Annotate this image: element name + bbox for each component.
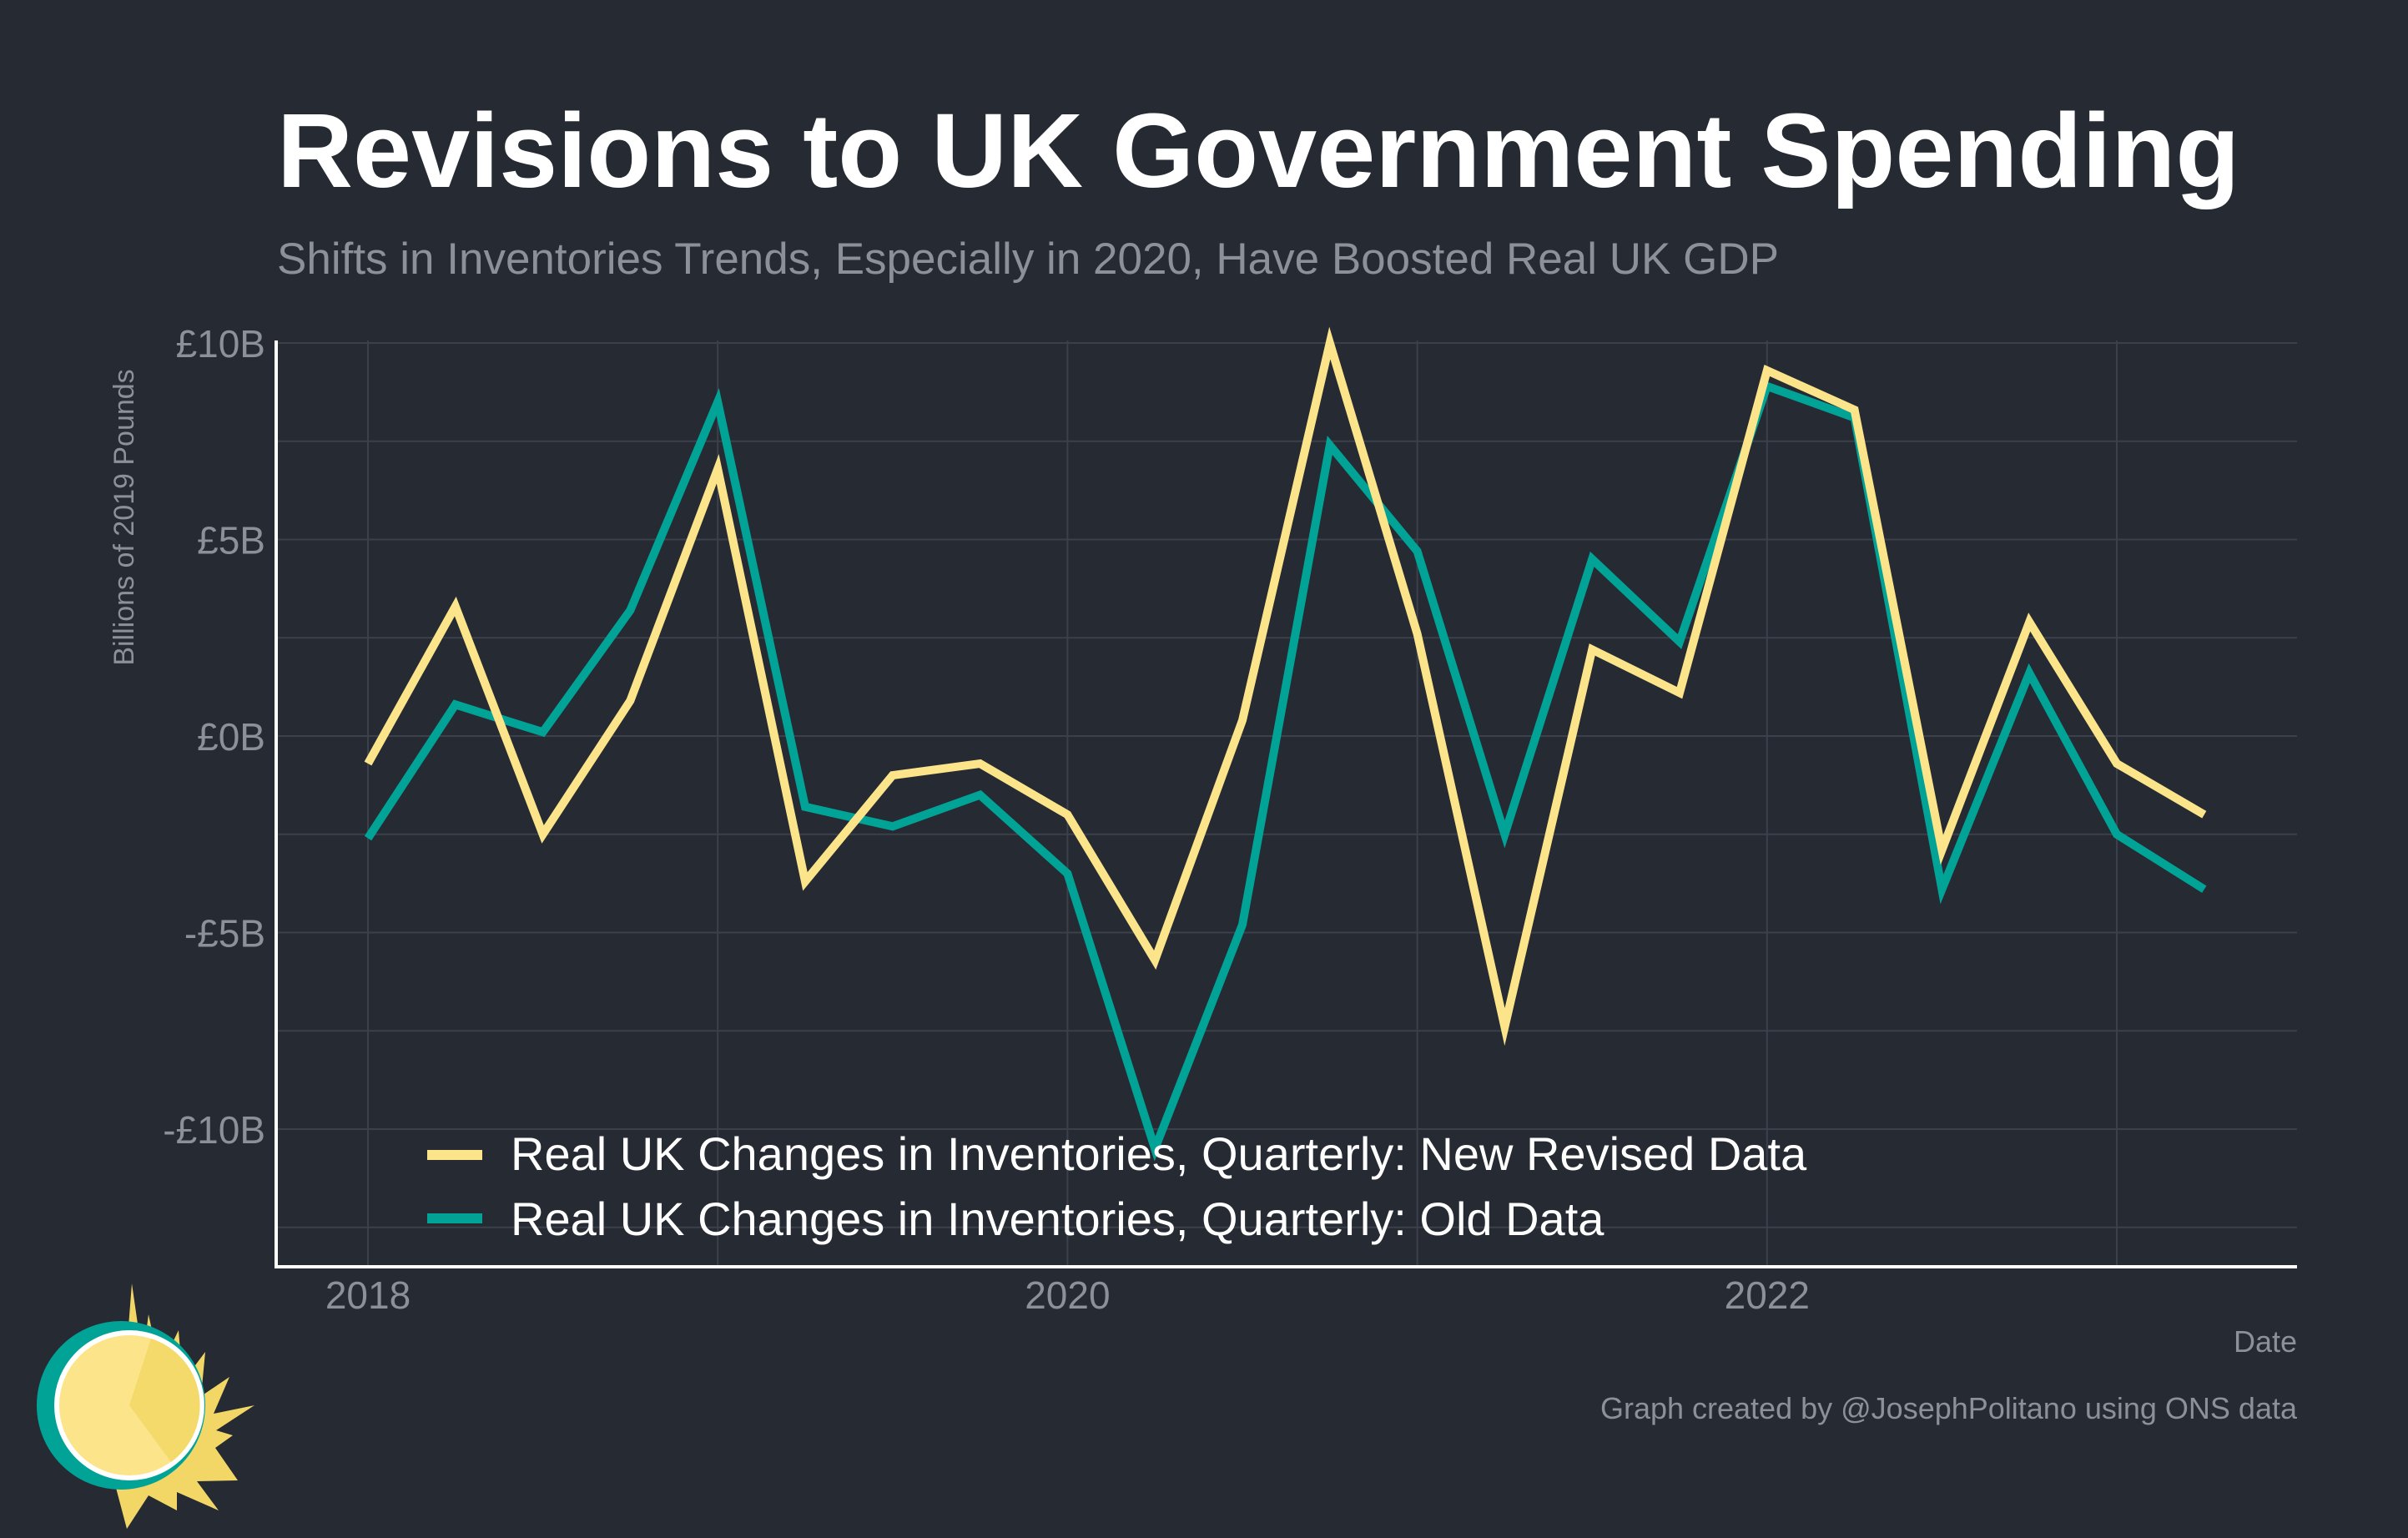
y-tick-labels: £10B £5B £0B -£5B -£10B bbox=[163, 322, 265, 1152]
x-tick-label: 2020 bbox=[1025, 1273, 1110, 1317]
y-tick-label: £0B bbox=[197, 715, 265, 759]
y-tick-label: £5B bbox=[197, 519, 265, 562]
series-line-new-revised bbox=[364, 326, 2207, 1046]
x-tick-label: 2022 bbox=[1725, 1273, 1810, 1317]
axes bbox=[275, 340, 2297, 1268]
sun-logo bbox=[37, 1283, 254, 1529]
legend-label-new: Real UK Changes in Inventories, Quarterl… bbox=[511, 1127, 1807, 1180]
credit-text: Graph created by @JosephPolitano using O… bbox=[1600, 1391, 2298, 1425]
x-tick-labels: 2018 2020 2022 bbox=[325, 1273, 1810, 1317]
grid bbox=[276, 340, 2297, 1267]
legend-label-old: Real UK Changes in Inventories, Quarterl… bbox=[511, 1193, 1604, 1245]
chart-title: Revisions to UK Government Spending bbox=[277, 92, 2240, 209]
x-axis-label: Date bbox=[2234, 1324, 2297, 1359]
series-lines bbox=[364, 326, 2207, 1162]
y-tick-label: -£5B bbox=[184, 912, 265, 956]
legend: Real UK Changes in Inventories, Quarterl… bbox=[427, 1127, 1807, 1245]
sun-shade bbox=[129, 1339, 200, 1462]
y-tick-label: £10B bbox=[176, 322, 265, 366]
series-line-old bbox=[364, 381, 2207, 1162]
y-tick-label: -£10B bbox=[163, 1108, 265, 1152]
x-tick-label: 2018 bbox=[325, 1273, 411, 1317]
chart-subtitle: Shifts in Inventories Trends, Especially… bbox=[277, 234, 1779, 284]
y-axis-label: Billions of 2019 Pounds bbox=[108, 369, 140, 665]
